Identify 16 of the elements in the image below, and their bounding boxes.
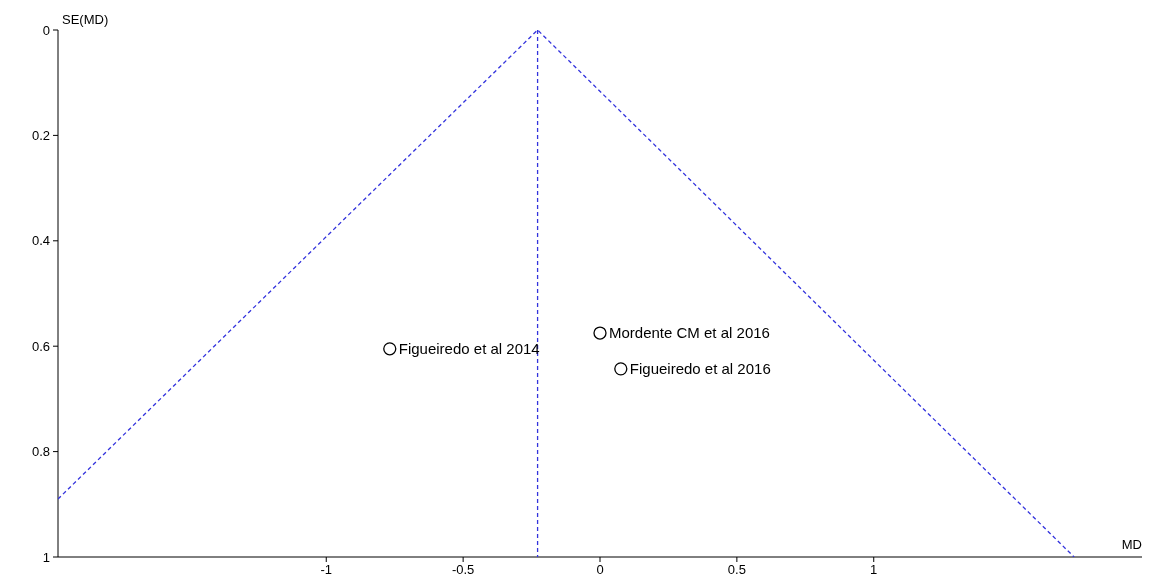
annotation: Mordente CM et al 2016 bbox=[609, 324, 770, 342]
annotation: Figueiredo et al 2016 bbox=[629, 360, 771, 378]
y-tick-label: 0.6 bbox=[31, 338, 50, 354]
x-tick-label: 0 bbox=[596, 562, 604, 577]
x-tick-label: 0.5 bbox=[727, 562, 746, 577]
y-tick-label: 0.2 bbox=[31, 127, 50, 143]
y-tick-label: 0.8 bbox=[31, 444, 50, 460]
y-tick-label: 0 bbox=[42, 22, 50, 38]
y-tick-label: 1 bbox=[42, 549, 50, 565]
annotation: Figueiredo et al 2014 bbox=[398, 340, 540, 358]
x-tick-label: -0.5 bbox=[451, 562, 475, 577]
y-tick-label: 0.4 bbox=[31, 233, 50, 249]
x-axis-title: MD bbox=[1121, 537, 1142, 552]
y-axis-title: SE(MD) bbox=[62, 12, 109, 27]
x-tick-label: 1 bbox=[870, 562, 878, 577]
x-tick-label: -1 bbox=[320, 562, 333, 577]
